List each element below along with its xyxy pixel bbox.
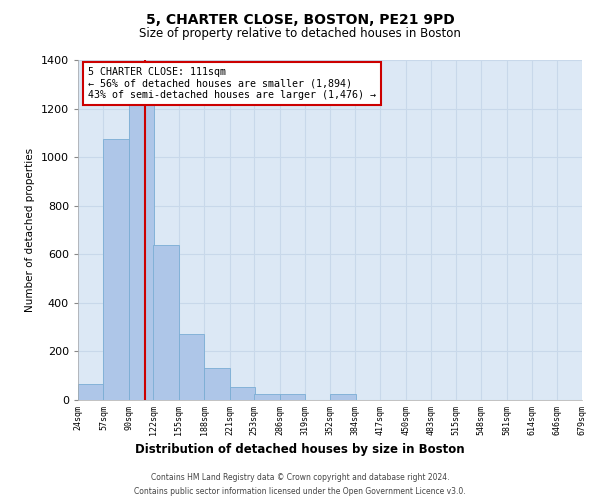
Y-axis label: Number of detached properties: Number of detached properties <box>25 148 35 312</box>
Text: 5, CHARTER CLOSE, BOSTON, PE21 9PD: 5, CHARTER CLOSE, BOSTON, PE21 9PD <box>146 12 454 26</box>
Bar <box>204 368 230 400</box>
Bar <box>254 394 280 400</box>
Text: Contains public sector information licensed under the Open Government Licence v3: Contains public sector information licen… <box>134 488 466 496</box>
Bar <box>280 394 305 400</box>
Bar <box>103 139 129 400</box>
Text: Distribution of detached houses by size in Boston: Distribution of detached houses by size … <box>135 442 465 456</box>
Bar <box>78 384 103 400</box>
Text: 5 CHARTER CLOSE: 111sqm
← 56% of detached houses are smaller (1,894)
43% of semi: 5 CHARTER CLOSE: 111sqm ← 56% of detache… <box>88 67 376 100</box>
Bar <box>331 394 356 400</box>
Text: Contains HM Land Registry data © Crown copyright and database right 2024.: Contains HM Land Registry data © Crown c… <box>151 472 449 482</box>
Text: Size of property relative to detached houses in Boston: Size of property relative to detached ho… <box>139 28 461 40</box>
Bar <box>129 94 154 400</box>
Bar <box>179 334 204 400</box>
Bar <box>230 386 255 400</box>
Bar <box>154 244 179 400</box>
